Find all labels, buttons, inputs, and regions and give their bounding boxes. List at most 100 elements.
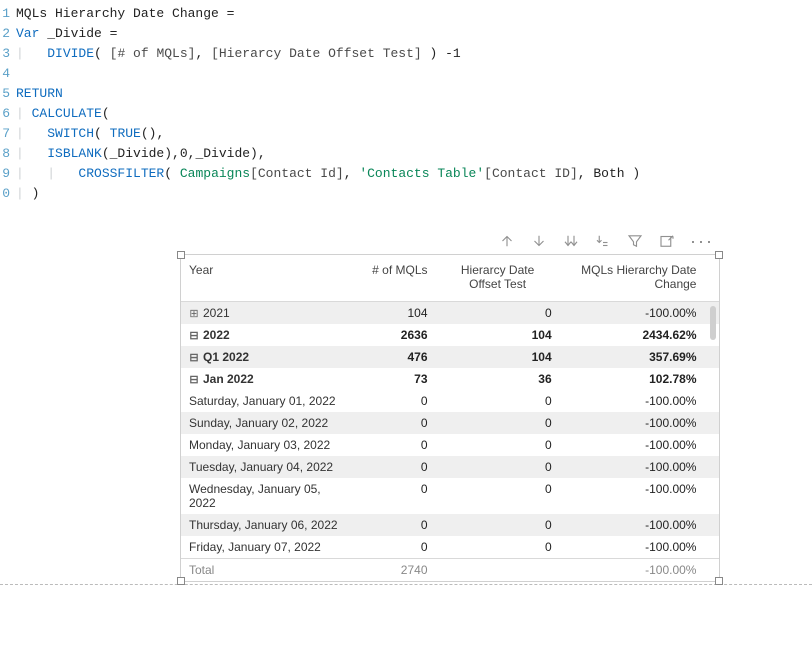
expand-icon[interactable]: ⊟: [189, 351, 199, 364]
row-label-text: Friday, January 07, 2022: [189, 540, 321, 554]
cell-offset: 0: [436, 302, 560, 325]
matrix-visual[interactable]: Year # of MQLs Hierarcy Date Offset Test…: [180, 254, 720, 582]
page-cutoff-line: [0, 584, 812, 585]
header-mqls[interactable]: # of MQLs: [355, 255, 436, 302]
expand-icon[interactable]: ⊟: [189, 373, 199, 386]
code-line[interactable]: 3| DIVIDE( [# of MQLs], [Hierarcy Date O…: [0, 44, 812, 64]
code-content[interactable]: | CALCULATE(: [16, 104, 110, 124]
dax-editor[interactable]: 1MQLs Hierarchy Date Change =2Var _Divid…: [0, 0, 812, 214]
cell-mqls: 0: [355, 412, 436, 434]
header-change[interactable]: MQLs Hierarchy Date Change: [560, 255, 705, 302]
table-row[interactable]: Friday, January 07, 202200-100.00%: [181, 536, 719, 559]
row-label-text: Saturday, January 01, 2022: [189, 394, 336, 408]
code-content[interactable]: | SWITCH( TRUE(),: [16, 124, 164, 144]
scroll-gutter: [704, 456, 719, 478]
total-mqls: 2740: [355, 559, 436, 582]
code-line[interactable]: 0| ): [0, 184, 812, 204]
line-number: 0: [0, 184, 16, 204]
scroll-gutter: [704, 390, 719, 412]
scroll-gutter: [704, 302, 719, 325]
row-label[interactable]: ⊟Jan 2022: [181, 368, 355, 390]
code-content[interactable]: RETURN: [16, 84, 63, 104]
expand-all-down-icon[interactable]: [562, 232, 580, 250]
cell-mqls: 0: [355, 514, 436, 536]
more-options-icon[interactable]: ···: [690, 234, 714, 248]
table-row[interactable]: ⊟202226361042434.62%: [181, 324, 719, 346]
row-label[interactable]: Thursday, January 06, 2022: [181, 514, 355, 536]
row-label-text: Sunday, January 02, 2022: [189, 416, 328, 430]
cell-change: 357.69%: [560, 346, 705, 368]
resize-handle-tl[interactable]: [177, 251, 185, 259]
filter-icon[interactable]: [626, 232, 644, 250]
header-offset[interactable]: Hierarcy Date Offset Test: [436, 255, 560, 302]
cell-change: 102.78%: [560, 368, 705, 390]
row-label[interactable]: Wednesday, January 05, 2022: [181, 478, 355, 514]
code-line[interactable]: 2Var _Divide =: [0, 24, 812, 44]
total-row: Total2740-100.00%: [181, 559, 719, 582]
table-row[interactable]: Thursday, January 06, 202200-100.00%: [181, 514, 719, 536]
row-label[interactable]: Sunday, January 02, 2022: [181, 412, 355, 434]
matrix-table: Year # of MQLs Hierarcy Date Offset Test…: [181, 255, 719, 581]
row-label[interactable]: ⊟Q1 2022: [181, 346, 355, 368]
code-content[interactable]: | | CROSSFILTER( Campaigns[Contact Id], …: [16, 164, 640, 184]
code-line[interactable]: 1MQLs Hierarchy Date Change =: [0, 4, 812, 24]
resize-handle-tr[interactable]: [715, 251, 723, 259]
cell-change: -100.00%: [560, 390, 705, 412]
cell-change: -100.00%: [560, 536, 705, 559]
row-label[interactable]: ⊞ 2021: [181, 302, 355, 325]
line-number: 3: [0, 44, 16, 64]
cell-change: -100.00%: [560, 478, 705, 514]
table-row[interactable]: ⊟Jan 20227336102.78%: [181, 368, 719, 390]
drill-down-icon[interactable]: [530, 232, 548, 250]
row-label[interactable]: Friday, January 07, 2022: [181, 536, 355, 559]
cell-mqls: 476: [355, 346, 436, 368]
scroll-gutter: [704, 536, 719, 559]
expand-icon[interactable]: ⊞: [189, 307, 199, 320]
cell-change: -100.00%: [560, 456, 705, 478]
code-line[interactable]: 6| CALCULATE(: [0, 104, 812, 124]
row-label[interactable]: Tuesday, January 04, 2022: [181, 456, 355, 478]
code-line[interactable]: 9| | CROSSFILTER( Campaigns[Contact Id],…: [0, 164, 812, 184]
cell-offset: 0: [436, 514, 560, 536]
table-row[interactable]: Monday, January 03, 202200-100.00%: [181, 434, 719, 456]
row-label-text: Tuesday, January 04, 2022: [189, 460, 333, 474]
code-line[interactable]: 5RETURN: [0, 84, 812, 104]
code-content[interactable]: MQLs Hierarchy Date Change =: [16, 4, 234, 24]
row-label-text: Wednesday, January 05, 2022: [189, 482, 321, 510]
line-number: 5: [0, 84, 16, 104]
code-line[interactable]: 8| ISBLANK(_Divide),0,_Divide),: [0, 144, 812, 164]
header-year[interactable]: Year: [181, 255, 355, 302]
row-label[interactable]: ⊟2022: [181, 324, 355, 346]
cell-mqls: 2636: [355, 324, 436, 346]
cell-offset: 0: [436, 390, 560, 412]
row-label[interactable]: Saturday, January 01, 2022: [181, 390, 355, 412]
drill-up-icon[interactable]: [498, 232, 516, 250]
table-row[interactable]: Wednesday, January 05, 202200-100.00%: [181, 478, 719, 514]
cell-offset: 0: [436, 536, 560, 559]
resize-handle-bl[interactable]: [177, 577, 185, 585]
code-line[interactable]: 4: [0, 64, 812, 84]
table-row[interactable]: Saturday, January 01, 202200-100.00%: [181, 390, 719, 412]
code-content[interactable]: | DIVIDE( [# of MQLs], [Hierarcy Date Of…: [16, 44, 461, 64]
code-content[interactable]: | ISBLANK(_Divide),0,_Divide),: [16, 144, 266, 164]
row-label[interactable]: Monday, January 03, 2022: [181, 434, 355, 456]
table-row[interactable]: Tuesday, January 04, 202200-100.00%: [181, 456, 719, 478]
expand-next-level-icon[interactable]: [594, 232, 612, 250]
code-line[interactable]: 7| SWITCH( TRUE(),: [0, 124, 812, 144]
focus-mode-icon[interactable]: [658, 232, 676, 250]
cell-mqls: 73: [355, 368, 436, 390]
expand-icon[interactable]: ⊟: [189, 329, 199, 342]
scroll-gutter: [704, 346, 719, 368]
cell-change: -100.00%: [560, 514, 705, 536]
cell-offset: 104: [436, 346, 560, 368]
cell-mqls: 0: [355, 434, 436, 456]
table-row[interactable]: Sunday, January 02, 202200-100.00%: [181, 412, 719, 434]
code-content[interactable]: | ): [16, 184, 39, 204]
code-content[interactable]: Var _Divide =: [16, 24, 117, 44]
resize-handle-br[interactable]: [715, 577, 723, 585]
table-row[interactable]: ⊞20211040-100.00%: [181, 302, 719, 325]
cell-offset: 0: [436, 434, 560, 456]
row-label-text: 2021: [203, 306, 230, 320]
table-row[interactable]: ⊟Q1 2022476104357.69%: [181, 346, 719, 368]
line-number: 8: [0, 144, 16, 164]
